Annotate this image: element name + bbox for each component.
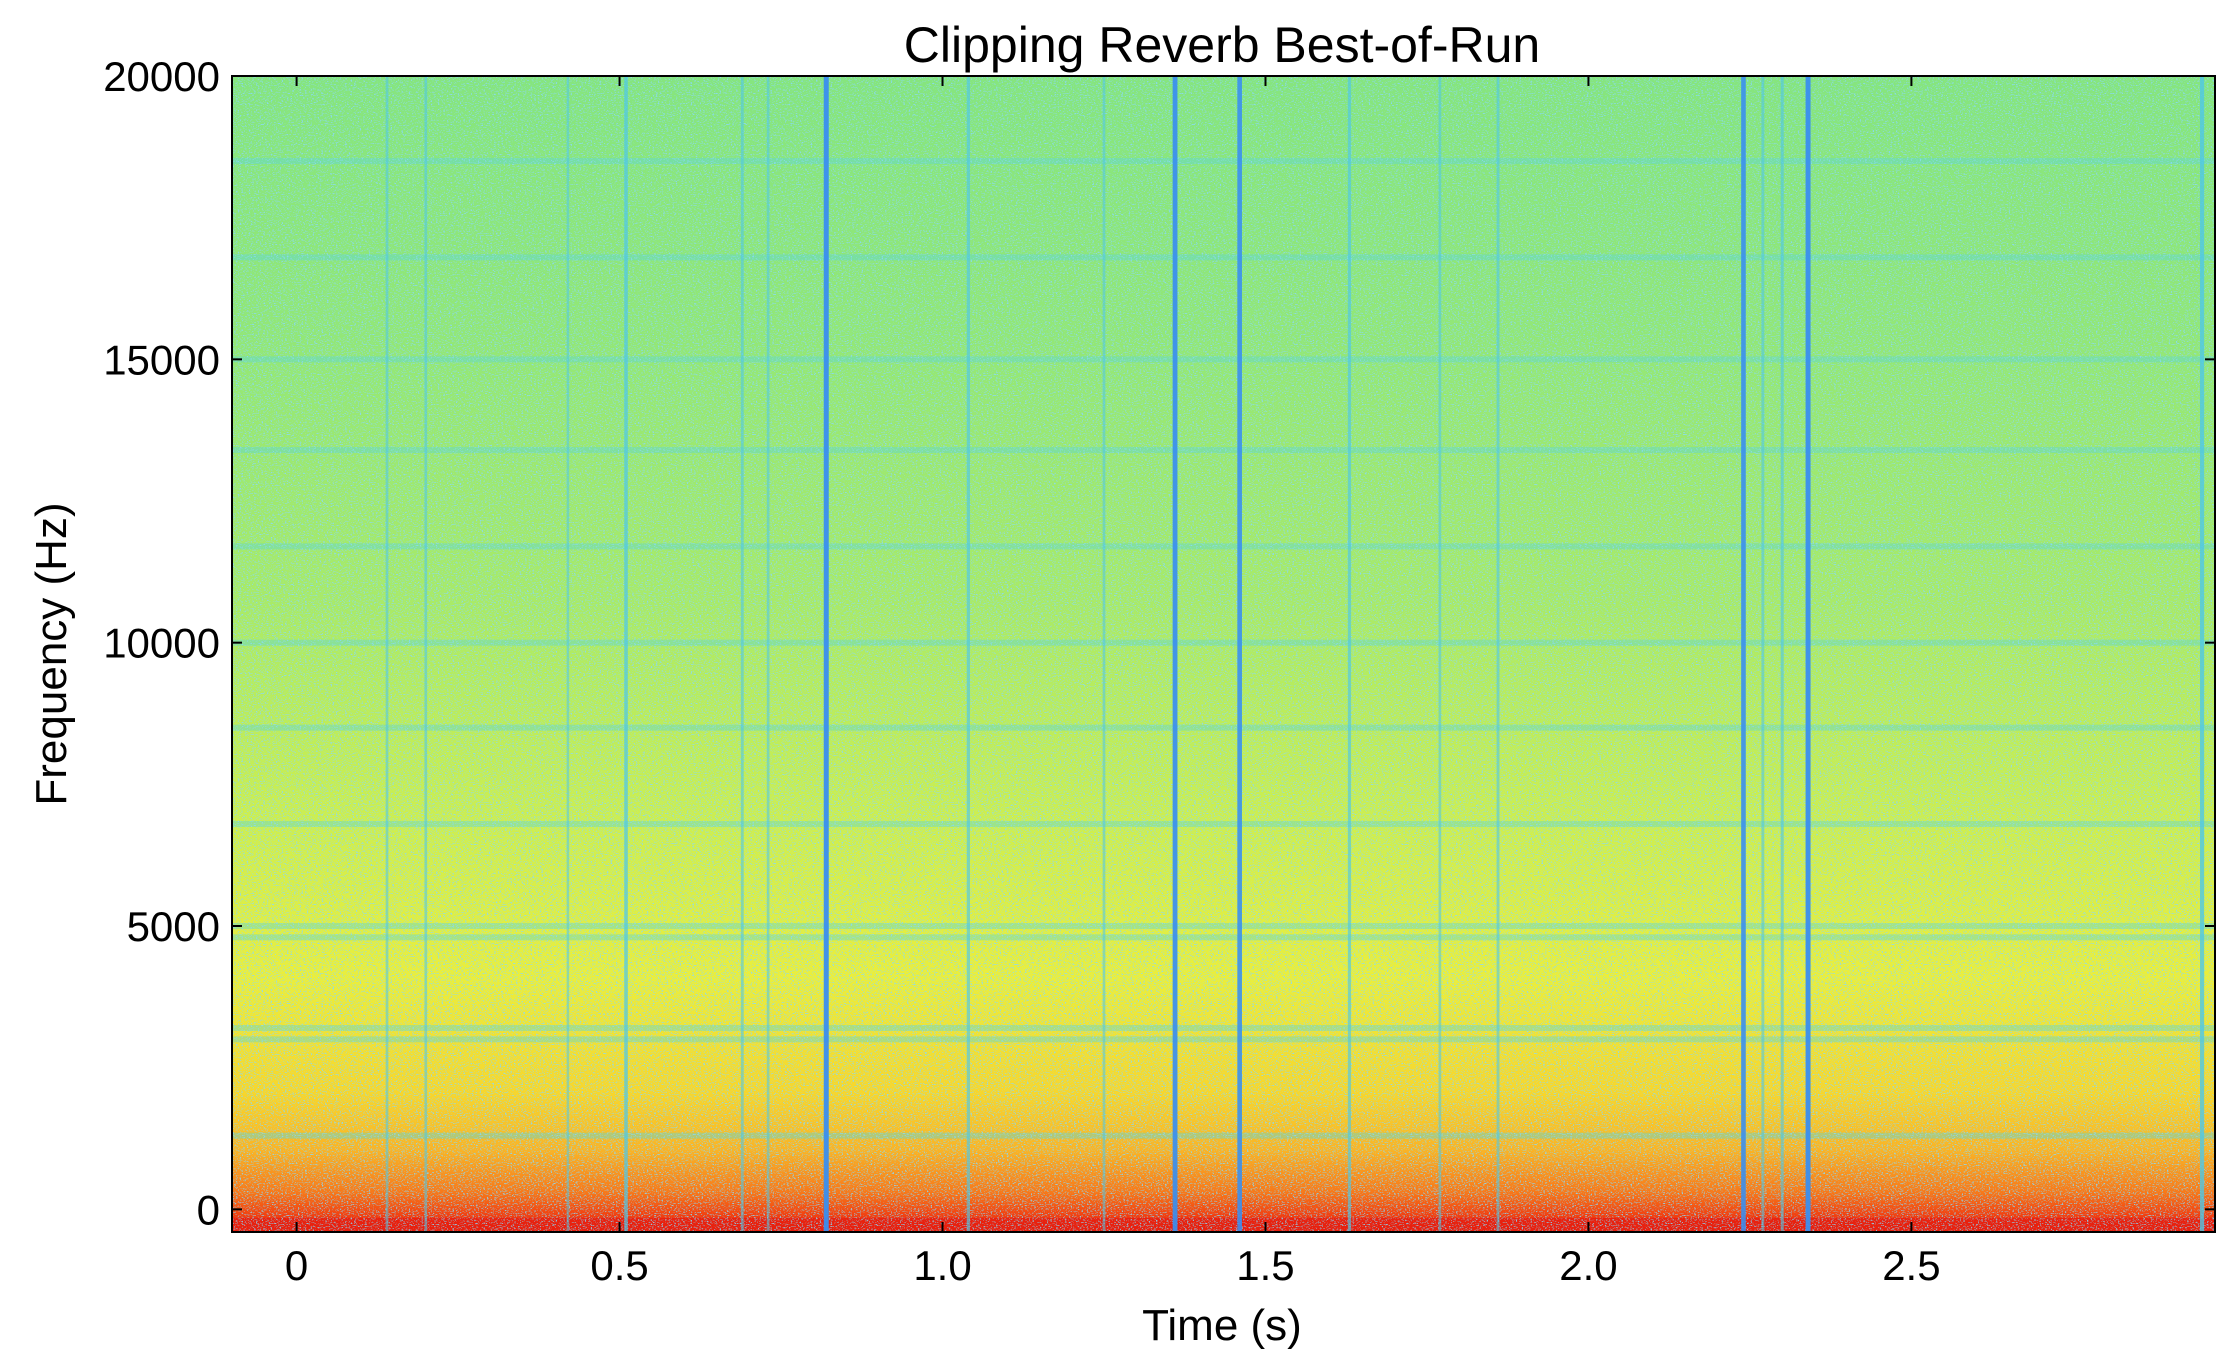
- y-tick-label: 5000: [127, 903, 220, 950]
- y-tick-label: 10000: [103, 620, 220, 667]
- x-tick-label: 1.5: [1236, 1242, 1294, 1289]
- y-tick-label: 15000: [103, 336, 220, 383]
- y-tick-label: 20000: [103, 53, 220, 100]
- y-axis-ticks: 0 5000 10000 15000 20000: [103, 53, 2215, 1233]
- y-tick-label: 0: [197, 1186, 220, 1233]
- plot-frame: [231, 75, 2216, 1233]
- x-tick-label: 2.0: [1559, 1242, 1617, 1289]
- x-tick-label: 0: [285, 1242, 308, 1289]
- plot-area: [232, 76, 2215, 1232]
- x-axis-label: Time (s): [1142, 1301, 1302, 1350]
- chart-title: Clipping Reverb Best-of-Run: [904, 17, 1540, 73]
- noise-speckle-overlay: [232, 76, 2215, 1232]
- x-axis-ticks: 0 0.5 1.0 1.5 2.0 2.5: [285, 76, 1941, 1289]
- x-tick-label: 2.5: [1882, 1242, 1940, 1289]
- transient-lines: [385, 76, 2205, 1232]
- y-axis-label: Frequency (Hz): [27, 502, 76, 805]
- x-tick-label: 1.0: [913, 1242, 971, 1289]
- x-tick-label: 0.5: [590, 1242, 648, 1289]
